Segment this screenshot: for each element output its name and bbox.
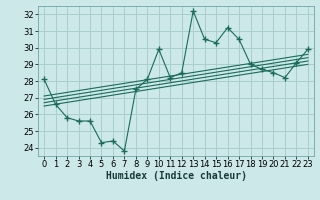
X-axis label: Humidex (Indice chaleur): Humidex (Indice chaleur) xyxy=(106,171,246,181)
